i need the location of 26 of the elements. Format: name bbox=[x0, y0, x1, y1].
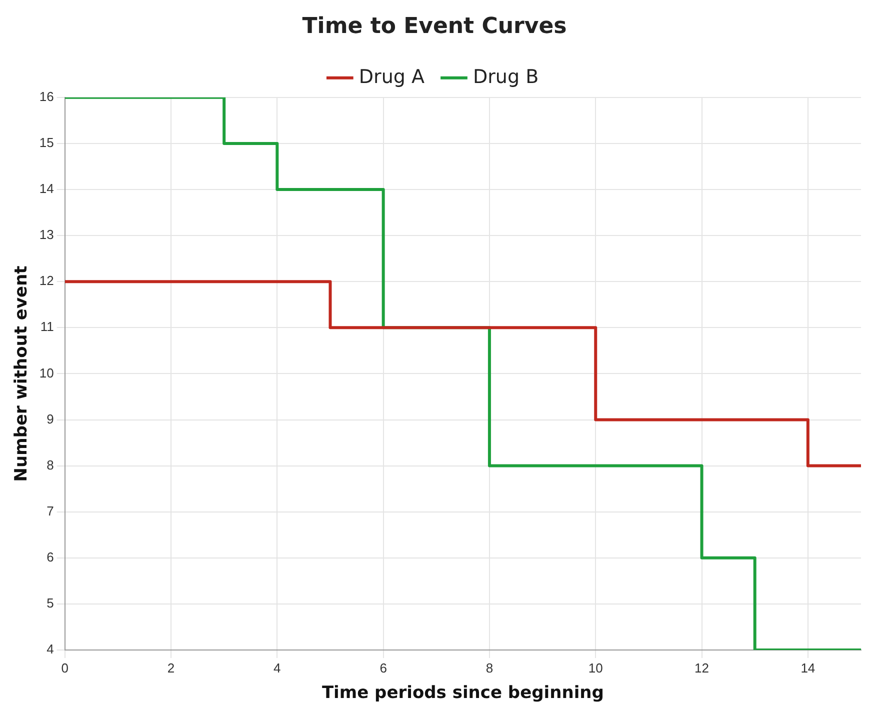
x-tick-label: 4 bbox=[274, 660, 281, 676]
legend-label: Drug A bbox=[358, 66, 424, 88]
y-tick-label: 13 bbox=[39, 227, 54, 242]
y-tick-label: 9 bbox=[46, 411, 54, 426]
y-tick-label: 5 bbox=[46, 596, 54, 611]
x-axis-title: Time periods since beginning bbox=[322, 683, 604, 704]
legend-label: Drug B bbox=[472, 66, 539, 88]
y-tick-label: 15 bbox=[39, 135, 54, 150]
y-tick-label: 12 bbox=[39, 273, 54, 288]
y-tick-label: 14 bbox=[39, 181, 54, 196]
y-tick-label: 7 bbox=[46, 503, 54, 518]
y-tick-label: 8 bbox=[46, 457, 54, 472]
y-tick-label: 4 bbox=[46, 642, 54, 657]
y-tick-label: 11 bbox=[40, 319, 54, 334]
x-tick-label: 14 bbox=[800, 660, 816, 676]
x-tick-label: 10 bbox=[588, 660, 603, 676]
y-axis-title: Number without event bbox=[12, 266, 32, 482]
chart-title: Time to Event Curves bbox=[302, 14, 567, 39]
x-tick-label: 0 bbox=[61, 660, 68, 676]
y-tick-label: 6 bbox=[46, 549, 54, 564]
x-tick-label: 8 bbox=[486, 660, 494, 676]
y-tick-label: 10 bbox=[39, 365, 54, 380]
x-tick-label: 2 bbox=[167, 660, 175, 676]
x-tick-label: 12 bbox=[694, 660, 710, 676]
x-tick-label: 6 bbox=[380, 660, 387, 676]
y-tick-label: 16 bbox=[39, 88, 54, 104]
